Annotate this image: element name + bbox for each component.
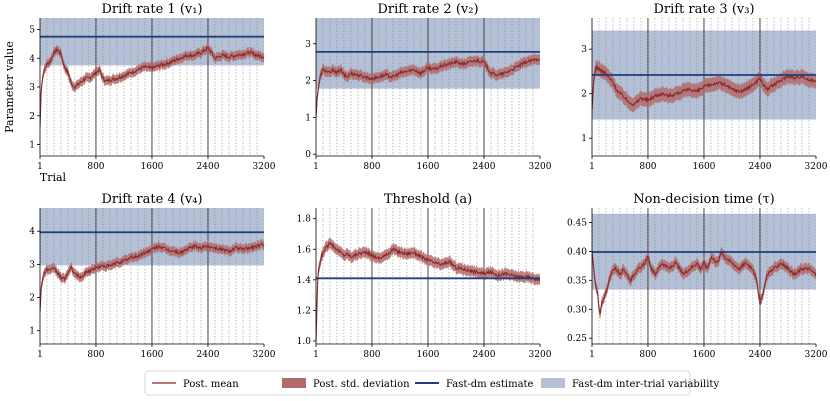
x-tick-label: 1600 (417, 350, 440, 360)
y-tick-label: 5 (29, 26, 35, 36)
y-tick-label: 0.30 (567, 305, 587, 315)
x-tick-label: 2400 (197, 162, 220, 172)
legend-item: Fast-dm estimate (415, 379, 534, 390)
legend-label: Fast-dm estimate (446, 379, 534, 390)
y-axis-label: Parameter value (3, 41, 16, 133)
legend-swatch (282, 378, 306, 388)
y-tick-label: 1.4 (297, 276, 312, 286)
x-tick-label: 2400 (749, 162, 772, 172)
y-tick-label: 1.2 (297, 306, 311, 316)
x-tick-label: 3200 (529, 350, 552, 360)
y-tick-label: 3 (305, 40, 311, 50)
x-tick-label: 800 (639, 350, 656, 360)
y-tick-label: 1.6 (297, 245, 312, 255)
y-tick-label: 1 (581, 134, 587, 144)
panel-title: Threshold (a) (384, 192, 472, 207)
x-tick-label: 1 (589, 350, 595, 360)
x-tick-label: 2400 (473, 350, 496, 360)
x-tick-label: 3200 (805, 350, 828, 360)
posterior-sd-band (40, 238, 264, 317)
legend-item: Post. mean (152, 379, 239, 390)
x-tick-label: 1600 (693, 350, 716, 360)
y-tick-label: 1 (29, 141, 35, 151)
y-tick-label: 4 (29, 54, 35, 64)
y-tick-label: 2 (29, 112, 35, 122)
x-tick-label: 2400 (473, 162, 496, 172)
x-tick-label: 1600 (141, 162, 164, 172)
y-tick-label: 3 (581, 45, 587, 55)
x-tick-label: 800 (639, 162, 656, 172)
x-tick-label: 800 (363, 350, 380, 360)
panel-5: 1.0 1.2 1.4 1.6 1.8 1 800 1600 2400 3200 Threshold… (297, 192, 552, 360)
y-tick-label: 1 (305, 113, 311, 123)
x-tick-label: 3200 (805, 162, 828, 172)
y-tick-label: 3 (29, 83, 35, 93)
x-tick-label: 800 (363, 162, 380, 172)
legend: Post. mean Post. std. deviation Fast-dm es… (144, 370, 719, 396)
x-tick-label: 2400 (197, 350, 220, 360)
y-tick-label: 0.35 (567, 276, 587, 286)
panel-title: Drift rate 4 (v₄) (101, 192, 202, 207)
legend-item: Fast-dm inter-trial variability (541, 378, 719, 390)
y-tick-label: 3 (29, 260, 35, 270)
panel-title: Drift rate 1 (v₁) (101, 2, 202, 17)
x-tick-label: 2400 (749, 350, 772, 360)
panel-3: 1 2 3 1 800 1600 2400 3200 Drift rate 3 (v₃) (581, 2, 827, 172)
posterior-sd-band (40, 42, 264, 132)
legend-label: Post. mean (183, 379, 239, 390)
y-tick-label: 4 (29, 227, 35, 237)
posterior-mean-line (592, 64, 816, 111)
x-tick-label: 800 (87, 350, 104, 360)
y-tick-label: 0.25 (567, 334, 587, 344)
posterior-mean-line (316, 57, 540, 117)
y-tick-label: 2 (29, 294, 35, 304)
panel-6: 0.25 0.30 0.35 0.40 0.45 1 800 1600 2400 3200 Non-… (567, 192, 828, 360)
x-tick-label: 800 (87, 162, 104, 172)
y-tick-label: 0 (305, 150, 311, 160)
posterior-mean-line (592, 251, 816, 315)
x-tick-label: 3200 (253, 350, 276, 360)
panel-title: Drift rate 2 (v₂) (377, 2, 478, 17)
y-tick-label: 0.40 (567, 247, 587, 257)
x-tick-label: 3200 (253, 162, 276, 172)
x-tick-label: 3200 (529, 162, 552, 172)
panel-1: 1 2 3 4 5 1 800 1600 2400 3200 Drift rate 1 (v₁) Pa… (3, 2, 276, 184)
legend-label: Post. std. deviation (313, 379, 410, 390)
panel-title: Drift rate 3 (v₃) (653, 2, 754, 17)
legend-label: Fast-dm inter-trial variability (572, 379, 719, 390)
x-tick-label: 1600 (141, 350, 164, 360)
x-tick-label: 1600 (417, 162, 440, 172)
x-tick-label: 1 (37, 350, 43, 360)
posterior-mean-line (316, 241, 540, 342)
y-tick-label: 1.8 (297, 215, 312, 225)
y-tick-label: 1.0 (297, 337, 312, 347)
x-tick-label: 1600 (693, 162, 716, 172)
x-tick-label: 1 (313, 350, 319, 360)
legend-swatch (541, 378, 565, 388)
posterior-mean-line (40, 46, 264, 128)
x-tick-label: 1 (589, 162, 595, 172)
y-tick-label: 0.45 (567, 218, 587, 228)
legend-item: Post. std. deviation (282, 378, 410, 390)
y-tick-label: 2 (305, 77, 311, 87)
panel-4: 1 2 3 4 1 800 1600 2400 3200 Drift rate 4 (v₄) (29, 192, 275, 360)
x-tick-label: 1 (37, 162, 43, 172)
y-tick-label: 1 (29, 327, 35, 337)
posterior-mean-line (40, 242, 264, 312)
x-axis-label: Trial (40, 171, 67, 184)
x-tick-label: 1 (313, 162, 319, 172)
panel-title: Non-decision time (τ) (633, 192, 774, 207)
y-tick-label: 2 (581, 90, 587, 100)
